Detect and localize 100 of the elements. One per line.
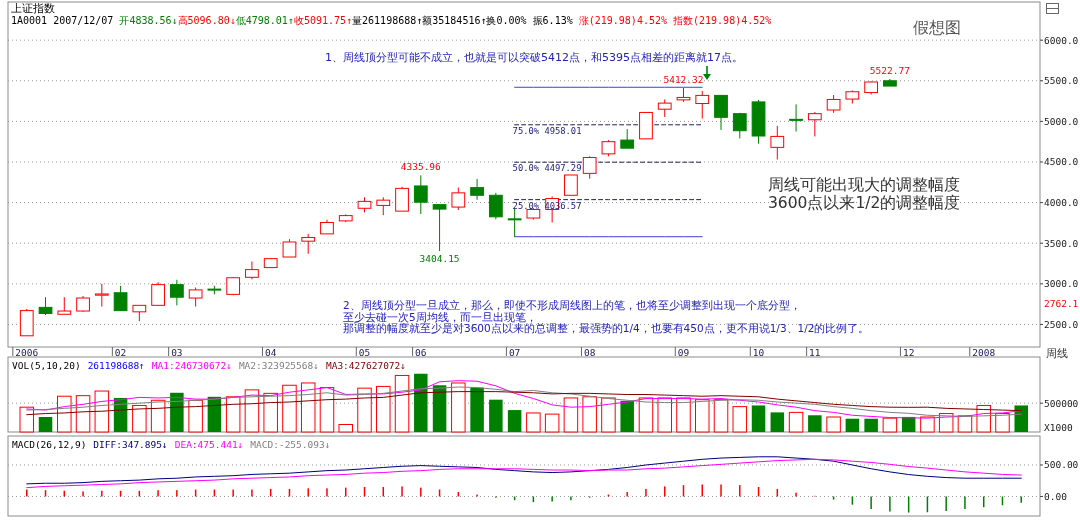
candlestick	[113, 285, 128, 312]
x-tick-label: 08	[583, 347, 596, 358]
bar	[38, 417, 53, 432]
candlestick	[564, 174, 578, 196]
annotation: 261198688↑	[87, 359, 145, 371]
annotation: 那调整的幅度就至少是对3600点以来的总调整，最强势的1/4，也要有450点，更不用说1/3、1/2的比例了。	[343, 322, 870, 334]
annotation: 5522.77	[869, 64, 910, 76]
chart-title: MACD(26,12,9)	[12, 438, 87, 450]
candlestick	[732, 112, 747, 139]
y-tick-label: 3000.0	[1044, 278, 1079, 290]
bar	[244, 389, 260, 433]
y-tick-label: 5500.0	[1044, 75, 1079, 87]
bar	[376, 385, 391, 433]
candlestick	[507, 207, 522, 238]
x-tick-label: 11	[809, 347, 821, 358]
bar	[957, 415, 973, 433]
candlestick	[432, 204, 447, 252]
bar	[282, 384, 297, 433]
bar	[826, 416, 841, 433]
bar	[432, 385, 447, 432]
x-tick-label: 02	[114, 347, 127, 358]
x-tick-label: 03	[171, 347, 183, 358]
bar	[338, 424, 353, 433]
annotation: MACD:-255.093↓	[250, 438, 331, 450]
annotation: 5412.32	[663, 73, 704, 85]
text: 1A0001 2007/12/07 开4838.56↓高5096.80↓低4798.01↑收5091.75↑量261198688↑额35184516↑换0.00% 振6.13% 涨(219.98)4.52% 指数(219.98)4.52%	[11, 15, 772, 26]
candlestick	[620, 128, 635, 149]
y-tick-label: 500000	[1044, 397, 1079, 409]
candlestick	[770, 125, 785, 161]
text: MA3:427627072↓	[325, 359, 407, 371]
bar	[150, 399, 166, 433]
chart-title: VOL(5,10,20)	[12, 359, 81, 371]
bar	[357, 387, 372, 433]
annotation: 至少去碰一次5周均线，而一旦出现笔，	[343, 310, 537, 323]
bar	[638, 397, 654, 433]
candlestick	[451, 187, 466, 211]
annotation: 75.0% 4958.01	[512, 125, 582, 136]
text: 2762.1	[1044, 298, 1079, 309]
candlestick	[695, 90, 710, 120]
x-tick-label: 12	[902, 347, 915, 358]
bar	[526, 412, 541, 433]
bar	[582, 396, 597, 433]
candlestick	[395, 186, 409, 212]
candlestick	[151, 281, 165, 306]
chart-title: 上证指数	[11, 2, 55, 15]
x-tick-label: 04	[264, 347, 277, 358]
bar	[470, 387, 484, 432]
annotation: 1、周线顶分型可能不成立，也就是可以突破5412点，和5395点相差的距离就17点。	[325, 51, 743, 64]
candlestick	[582, 155, 597, 180]
x-tick-label: 2006	[15, 347, 39, 358]
x-tick-label: 05	[358, 347, 371, 358]
bar	[1014, 405, 1028, 432]
text: 周线	[1046, 347, 1068, 359]
y-tick-label: 500.00	[1044, 459, 1079, 471]
candlestick	[714, 94, 728, 131]
bar	[300, 382, 316, 433]
candlestick	[301, 233, 316, 255]
x-tick-label: 2008	[972, 347, 996, 358]
bar	[845, 418, 860, 432]
candlestick	[188, 286, 203, 308]
bar	[414, 373, 428, 432]
y-tick-label: 0.00	[1044, 490, 1068, 502]
bar	[788, 411, 804, 433]
y-tick-label: 4500.0	[1044, 156, 1079, 168]
annotation: 周线可能出现大的调整幅度	[768, 176, 960, 194]
bar	[188, 399, 203, 433]
bar	[751, 405, 766, 432]
y-tick-label: 5000.0	[1044, 115, 1079, 127]
x-tick-label: 09	[677, 347, 690, 358]
x-tick-label: 06	[415, 347, 427, 358]
candlestick	[488, 192, 503, 220]
y-tick-label: 4000.0	[1044, 197, 1079, 209]
candlestick	[789, 103, 803, 133]
text: DEA:475.441↓	[174, 438, 244, 450]
bar	[601, 397, 616, 433]
bar	[489, 399, 503, 432]
bar	[882, 417, 898, 433]
text: MA2:323925568↓	[238, 359, 319, 371]
bar	[394, 374, 410, 433]
candlestick	[94, 283, 109, 308]
bar	[995, 413, 1010, 433]
bar	[864, 418, 878, 432]
candlestick	[807, 111, 822, 137]
bar	[132, 404, 147, 433]
bar	[620, 400, 634, 432]
bar	[544, 413, 560, 433]
y-axis-title: X1000	[1044, 421, 1073, 433]
bar	[695, 399, 710, 433]
y-tick-label: 6000.0	[1044, 34, 1079, 46]
annotation: 4335.96	[400, 161, 442, 173]
candlestick	[470, 178, 484, 201]
annotation: 2、周线顶分型一旦成立，那么，即使不形成周线图上的笔，也将至少调整到出现一个底分型，	[343, 299, 801, 311]
bar	[263, 392, 278, 433]
bar	[713, 399, 729, 433]
bar	[732, 406, 748, 433]
bar	[451, 382, 466, 433]
bar	[808, 415, 822, 432]
candlestick	[169, 279, 184, 306]
bar	[225, 396, 241, 433]
y-tick-label: 2500.0	[1044, 318, 1079, 330]
